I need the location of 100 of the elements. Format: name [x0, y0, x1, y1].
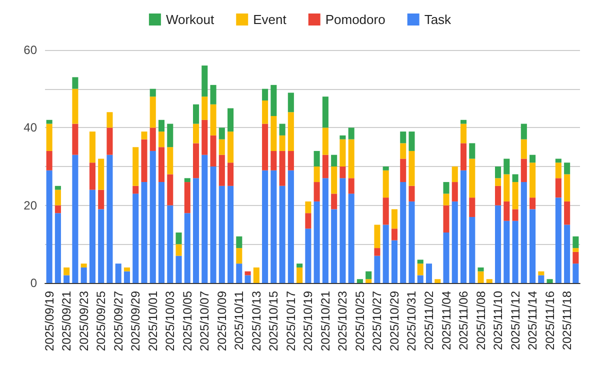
bar	[72, 77, 78, 89]
bar	[504, 174, 510, 202]
bar	[132, 147, 139, 186]
bar	[158, 182, 165, 283]
bar	[270, 84, 277, 116]
bar	[460, 120, 467, 124]
legend-label: Workout	[166, 12, 214, 27]
bar	[270, 116, 277, 151]
bar	[572, 236, 579, 248]
bar	[460, 124, 467, 144]
bar	[184, 182, 190, 214]
bar	[530, 162, 536, 198]
bar	[520, 158, 527, 182]
bar	[218, 154, 225, 186]
x-tick-label: 2025/09/21	[60, 290, 74, 352]
legend-label: Event	[253, 12, 287, 27]
bar	[322, 154, 328, 178]
bar	[202, 66, 208, 97]
bar	[382, 166, 389, 170]
bar	[176, 232, 182, 244]
bar	[98, 190, 104, 210]
bar	[530, 198, 536, 210]
x-tick-label: 2025/10/23	[336, 290, 350, 352]
x-tick-label: 2025/10/27	[370, 290, 384, 352]
x-tick-label: 2025/09/23	[76, 290, 91, 352]
y-tick-label: 40	[24, 120, 38, 135]
bar	[374, 248, 380, 256]
bar	[555, 158, 562, 163]
bar	[192, 143, 200, 178]
bar	[538, 275, 544, 283]
bar	[202, 120, 208, 155]
bar	[400, 143, 406, 159]
bar	[417, 275, 424, 283]
bar	[46, 120, 52, 124]
x-tick-label: 2025/10/05	[180, 290, 194, 352]
bar	[391, 209, 398, 229]
bar	[270, 150, 277, 170]
bar	[262, 170, 268, 283]
x-tick-label: 2025/10/31	[404, 290, 419, 352]
bar	[469, 158, 476, 198]
bar	[348, 139, 354, 178]
bar	[98, 158, 104, 190]
bar	[124, 271, 130, 283]
bar	[236, 248, 242, 264]
bar	[106, 154, 113, 283]
bar	[331, 194, 338, 210]
x-tick-label: 2025/11/10	[491, 290, 506, 350]
bar	[495, 205, 502, 283]
bar	[228, 108, 234, 132]
bar	[296, 267, 303, 283]
bar	[98, 209, 104, 283]
bar	[210, 104, 216, 136]
bar	[72, 124, 78, 155]
bar	[236, 264, 242, 283]
bar	[192, 178, 200, 283]
bar	[262, 88, 268, 100]
bar	[366, 279, 372, 283]
x-tick-label: 2025/10/11	[232, 290, 246, 350]
bar	[512, 182, 518, 210]
bar	[555, 198, 562, 283]
bar	[322, 96, 328, 128]
bar	[400, 132, 406, 144]
bar	[296, 264, 303, 268]
bar	[54, 186, 61, 190]
x-tick-label: 2025/09/25	[94, 290, 108, 352]
bar	[469, 198, 476, 217]
bar	[546, 279, 553, 283]
x-tick-label: 2025/11/16	[542, 290, 557, 350]
bar	[443, 194, 450, 206]
bar	[504, 201, 510, 221]
bar	[270, 170, 277, 283]
bar	[158, 120, 165, 132]
bar	[520, 124, 527, 140]
x-tick-label: 2025/10/21	[318, 290, 332, 352]
bar	[72, 154, 78, 283]
bar	[469, 143, 476, 159]
bar	[495, 186, 502, 206]
bar	[150, 88, 156, 97]
bar	[262, 100, 268, 124]
bar	[340, 178, 346, 283]
x-tick-label: 2025/11/02	[422, 290, 436, 350]
x-tick-label: 2025/11/06	[456, 290, 471, 350]
x-tick-label: 2025/11/18	[560, 290, 574, 350]
bar	[167, 205, 174, 283]
bar	[64, 267, 70, 276]
bar	[314, 182, 320, 202]
bar	[314, 201, 320, 283]
x-tick-label: 2025/10/13	[249, 290, 264, 352]
bar	[202, 154, 208, 283]
x-tick-label: 2025/11/12	[508, 290, 522, 350]
bar	[478, 271, 484, 283]
bar	[572, 264, 579, 283]
bar	[64, 275, 70, 283]
bar	[176, 244, 182, 256]
bar	[202, 96, 208, 120]
bar	[504, 220, 510, 283]
bar	[236, 236, 242, 248]
bar	[167, 124, 174, 148]
x-tick-label: 2025/10/15	[266, 290, 281, 352]
bar	[262, 124, 268, 170]
